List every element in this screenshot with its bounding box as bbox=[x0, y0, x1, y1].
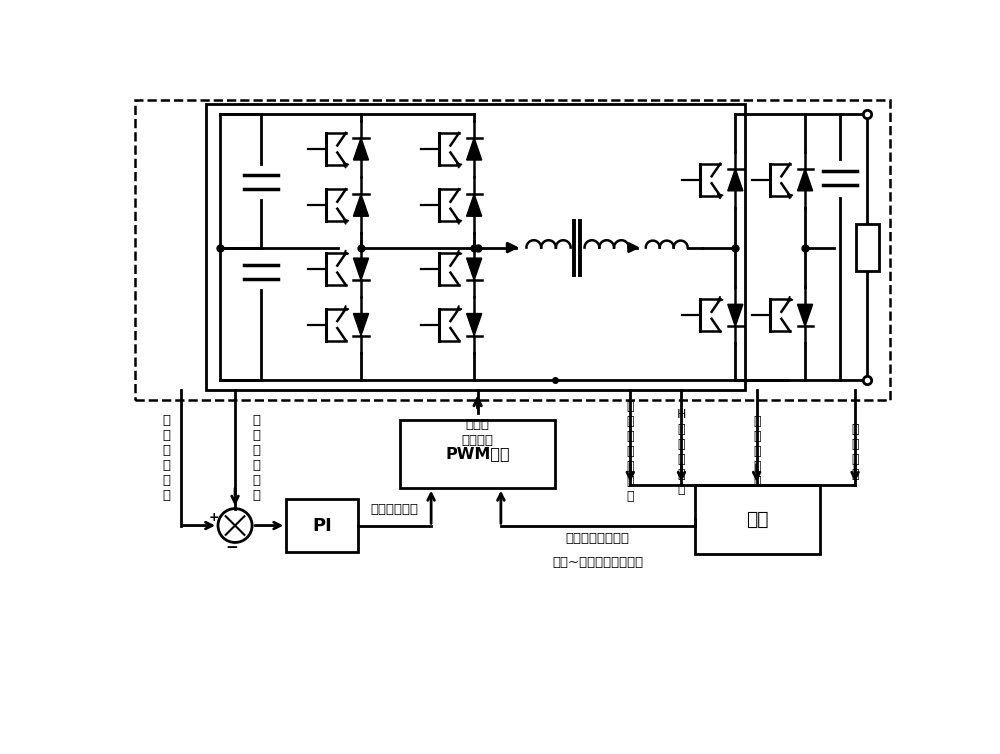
Text: 三
电
平
输
出
功
率: 三 电 平 输 出 功 率 bbox=[627, 400, 634, 503]
Text: PWM调制: PWM调制 bbox=[445, 446, 510, 461]
Text: PI: PI bbox=[312, 516, 332, 535]
Text: H
桥
输
出
功
率: H 桥 输 出 功 率 bbox=[677, 408, 686, 495]
Bar bbox=[206, 103, 745, 390]
Text: 第一~第四初始内移相角: 第一~第四初始内移相角 bbox=[552, 556, 643, 569]
Polygon shape bbox=[467, 314, 482, 336]
Polygon shape bbox=[728, 169, 743, 191]
Polygon shape bbox=[728, 305, 743, 326]
Bar bbox=[286, 499, 358, 552]
Text: −: − bbox=[225, 540, 238, 555]
Bar bbox=[135, 100, 890, 400]
Polygon shape bbox=[353, 258, 369, 280]
Text: 优化: 优化 bbox=[746, 510, 769, 529]
Polygon shape bbox=[467, 138, 482, 160]
Polygon shape bbox=[353, 138, 369, 160]
Bar bbox=[856, 224, 879, 271]
Text: 开关管
驱动信号: 开关管 驱动信号 bbox=[462, 418, 494, 446]
Text: 电压补偿角度: 电压补偿角度 bbox=[370, 503, 418, 516]
Text: 输
出
电
压: 输 出 电 压 bbox=[851, 422, 859, 480]
Bar bbox=[695, 485, 820, 554]
Bar bbox=[400, 420, 555, 488]
Polygon shape bbox=[467, 195, 482, 216]
Polygon shape bbox=[798, 169, 813, 191]
Polygon shape bbox=[353, 195, 369, 216]
Text: 第
二
电
容
电
压: 第 二 电 容 电 压 bbox=[253, 414, 261, 501]
Text: +: + bbox=[208, 510, 219, 523]
Polygon shape bbox=[467, 258, 482, 280]
Text: 直
流
测
电
压: 直 流 测 电 压 bbox=[753, 415, 760, 488]
Text: 第一初始外移相角: 第一初始外移相角 bbox=[566, 532, 630, 545]
Text: 第
一
电
容
电
压: 第 一 电 容 电 压 bbox=[163, 414, 171, 501]
Polygon shape bbox=[798, 305, 813, 326]
Polygon shape bbox=[353, 314, 369, 336]
